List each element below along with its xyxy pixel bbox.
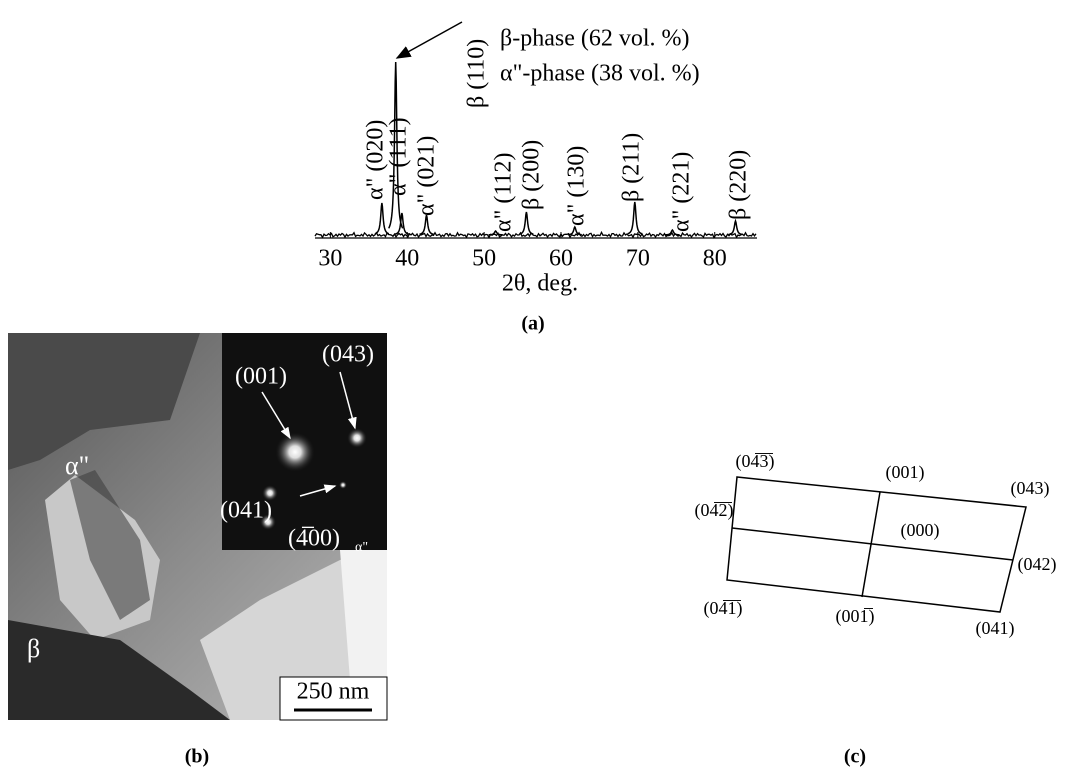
legend-entry: β-phase (62 vol. %) bbox=[500, 26, 690, 52]
x-tick-label: 80 bbox=[703, 246, 727, 272]
spot-subscript: α" bbox=[355, 540, 368, 555]
index-label: (04̅1̅) bbox=[704, 598, 743, 619]
figure: β-phase (62 vol. %) α"-phase (38 vol. %)… bbox=[0, 0, 1067, 774]
peak bbox=[375, 203, 389, 234]
peak bbox=[420, 215, 434, 234]
index-label: (04̅2̅) bbox=[695, 500, 734, 521]
index-label: (001̅) bbox=[836, 606, 875, 627]
index-label: (043) bbox=[1011, 478, 1050, 499]
x-tick-label: 40 bbox=[395, 246, 419, 272]
spot bbox=[347, 428, 367, 448]
caption: (c) bbox=[844, 746, 866, 768]
x-tick-label: 30 bbox=[318, 246, 342, 272]
pattern-scheme bbox=[727, 477, 1026, 612]
legend-entry: α"-phase (38 vol. %) bbox=[500, 61, 700, 87]
index-label: (001) bbox=[886, 462, 925, 483]
caption: (b) bbox=[185, 746, 209, 768]
spot-label: (041) bbox=[220, 498, 272, 524]
spot bbox=[275, 432, 315, 472]
peak-label: β (110) bbox=[464, 39, 490, 108]
spot-label: (001) bbox=[235, 364, 287, 390]
peak bbox=[395, 213, 409, 234]
index-label: (04̅3̅) bbox=[736, 451, 775, 472]
spot bbox=[339, 481, 347, 489]
arrow bbox=[397, 22, 462, 58]
spot-label: (043) bbox=[322, 342, 374, 368]
x-tick-label: 70 bbox=[626, 246, 650, 272]
peak-label: β (211) bbox=[619, 133, 645, 202]
x-axis-label: 2θ, deg. bbox=[502, 271, 578, 297]
peak-label: α" (112) bbox=[491, 153, 517, 232]
peak-label: α" (221) bbox=[669, 152, 695, 232]
peak bbox=[729, 221, 743, 235]
x-tick-label: 50 bbox=[472, 246, 496, 272]
phase-label: β bbox=[27, 634, 40, 663]
peak bbox=[519, 212, 533, 234]
phase-label: α" bbox=[65, 451, 89, 480]
peak bbox=[628, 202, 642, 234]
xrd-panel: β-phase (62 vol. %) α"-phase (38 vol. %)… bbox=[315, 22, 757, 335]
peak-label: α" (111) bbox=[386, 117, 412, 196]
x-tick-label: 60 bbox=[549, 246, 573, 272]
tem-panel: (001) (043) (041) (4̅00) α" α" β 250 nm … bbox=[8, 333, 387, 768]
scale-label: 250 nm bbox=[297, 679, 370, 705]
index-label: (042) bbox=[1018, 554, 1057, 575]
index-label: (000) bbox=[901, 520, 940, 541]
peak-label: α" (021) bbox=[414, 136, 440, 216]
peak-label: β (220) bbox=[726, 150, 752, 220]
index-label: (041) bbox=[976, 618, 1015, 639]
baseline bbox=[315, 232, 756, 237]
spot-label: (4̅00) bbox=[288, 526, 340, 552]
caption: (a) bbox=[521, 313, 544, 335]
scheme-labels: (04̅3̅) (001) (043) (04̅2̅) (000) (042) … bbox=[695, 451, 1057, 767]
peak-label: α" (130) bbox=[564, 146, 590, 226]
peak-label: β (200) bbox=[519, 140, 545, 210]
